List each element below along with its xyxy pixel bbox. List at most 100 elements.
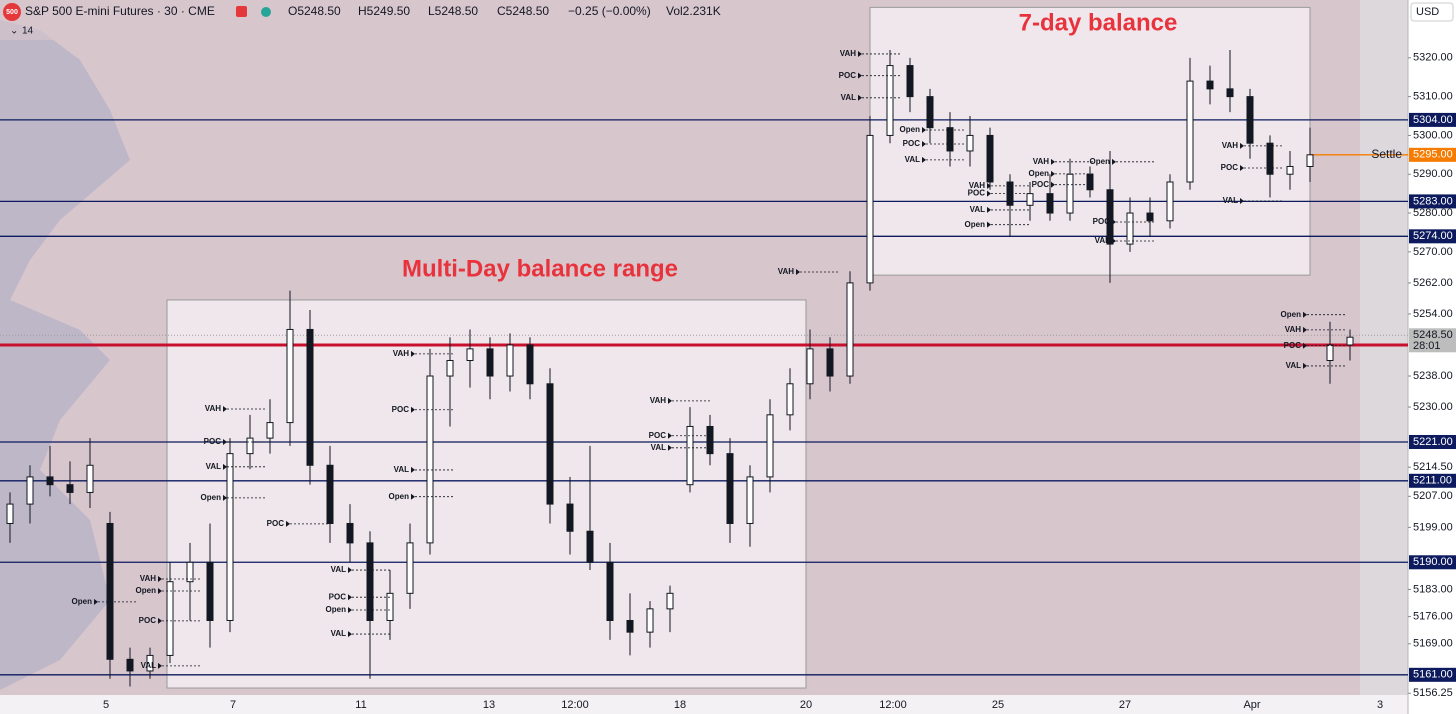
candle-body xyxy=(1346,336,1354,346)
candle-body xyxy=(446,359,454,377)
profile-label: POC xyxy=(1093,217,1111,226)
profile-marker xyxy=(94,598,98,605)
profile-label: POC xyxy=(968,189,986,198)
candle-body xyxy=(266,422,274,439)
flag-icon[interactable] xyxy=(236,6,247,17)
y-tick-label: 5169.00 xyxy=(1413,638,1453,650)
price-axis xyxy=(1408,0,1456,714)
profile-marker xyxy=(1303,342,1307,349)
candle-body xyxy=(226,453,234,621)
ohlc-low: L5248.50 xyxy=(428,4,478,18)
profile-label: VAH xyxy=(969,181,986,190)
candle-body xyxy=(166,581,174,656)
profile-marker xyxy=(348,631,352,638)
level-label: 5211.00 xyxy=(1413,475,1452,487)
level-name: Settle xyxy=(1371,147,1402,161)
profile-label: VAL xyxy=(841,93,857,102)
candle-body xyxy=(486,348,494,377)
profile-label: VAL xyxy=(970,205,986,214)
x-tick-label: 3 xyxy=(1377,699,1383,711)
currency[interactable]: USD xyxy=(1416,6,1439,18)
profile-label: POC xyxy=(267,519,285,528)
profile-marker xyxy=(987,206,991,213)
ohlc-volume: Vol2.231K xyxy=(666,4,721,18)
profile-marker xyxy=(987,221,991,228)
profile-marker xyxy=(796,269,800,276)
profile-label: POC xyxy=(204,437,222,446)
candle-body xyxy=(926,96,934,129)
profile-label: Open xyxy=(1281,310,1302,319)
candle-body xyxy=(6,503,14,524)
candle-body xyxy=(806,348,814,385)
future-area xyxy=(1360,0,1408,695)
candle-body xyxy=(766,414,774,478)
candle-body xyxy=(746,476,754,524)
profile-label: VAH xyxy=(1222,141,1239,150)
profile-marker xyxy=(668,444,672,451)
profile-marker xyxy=(1303,362,1307,369)
candle-body xyxy=(826,348,834,377)
candle-body xyxy=(146,654,154,672)
profile-label: Open xyxy=(965,220,986,229)
profile-marker xyxy=(987,190,991,197)
ohlc-change: −0.25 (−0.00%) xyxy=(568,4,651,18)
profile-label: VAL xyxy=(206,462,222,471)
market-status xyxy=(261,7,271,17)
candle-body xyxy=(1106,189,1114,245)
profile-label: POC xyxy=(903,139,921,148)
candle-body xyxy=(846,282,854,377)
level-tag xyxy=(1409,434,1456,449)
profile-label: VAL xyxy=(1095,236,1111,245)
x-tick-label: 27 xyxy=(1119,699,1131,711)
profile-label: Open xyxy=(1090,157,1111,166)
profile-marker xyxy=(223,438,227,445)
profile-label: VAH xyxy=(778,267,795,276)
level-tag xyxy=(1409,147,1456,162)
profile-marker xyxy=(858,72,862,79)
profile-label: VAH xyxy=(140,574,157,583)
candle-body xyxy=(246,437,254,455)
indicator-toggle[interactable]: ⌄ xyxy=(10,26,18,37)
symbol-title[interactable]: S&P 500 E-mini Futures · 30 · CME xyxy=(25,4,215,18)
candle-body xyxy=(186,561,194,583)
profile-label: VAH xyxy=(840,49,857,58)
candle-body xyxy=(1266,142,1274,175)
candle-body xyxy=(366,542,374,621)
candles xyxy=(6,50,1354,687)
profile-marker xyxy=(158,588,162,595)
profile-label: VAH xyxy=(650,396,667,405)
profile-label: Open xyxy=(900,125,921,134)
candle-body xyxy=(46,476,54,486)
x-tick-label: 5 xyxy=(103,699,109,711)
indicator-count[interactable]: 14 xyxy=(22,26,34,37)
y-tick-label: 5176.00 xyxy=(1413,611,1453,623)
time-axis xyxy=(0,695,1408,714)
x-tick-label: 13 xyxy=(483,699,495,711)
profile-label: VAH xyxy=(1285,325,1302,334)
profile-label: VAL xyxy=(331,565,347,574)
level-label: 5161.00 xyxy=(1413,669,1453,681)
y-tick-label: 5183.00 xyxy=(1413,583,1453,595)
level-label: 5295.00 xyxy=(1413,149,1453,161)
profile-marker xyxy=(1240,165,1244,172)
candle-body xyxy=(1326,344,1334,361)
ohlc-close: C5248.50 xyxy=(497,4,549,18)
level-tag xyxy=(1409,473,1456,488)
candle-body xyxy=(946,127,954,152)
level-label: 5221.00 xyxy=(1413,436,1453,448)
candle-body xyxy=(406,542,414,594)
currency-box[interactable] xyxy=(1410,2,1454,22)
level-label: 5304.00 xyxy=(1413,114,1453,126)
y-tick-label: 5310.00 xyxy=(1413,91,1453,103)
candle-body xyxy=(1026,193,1034,206)
candle-body xyxy=(506,344,514,377)
profile-marker xyxy=(922,126,926,133)
profile-marker xyxy=(858,94,862,101)
y-tick-label: 5290.00 xyxy=(1413,168,1453,180)
candle-body xyxy=(966,134,974,152)
candle-body xyxy=(1046,193,1054,214)
profile-marker xyxy=(158,662,162,669)
profile-label: VAL xyxy=(394,465,410,474)
